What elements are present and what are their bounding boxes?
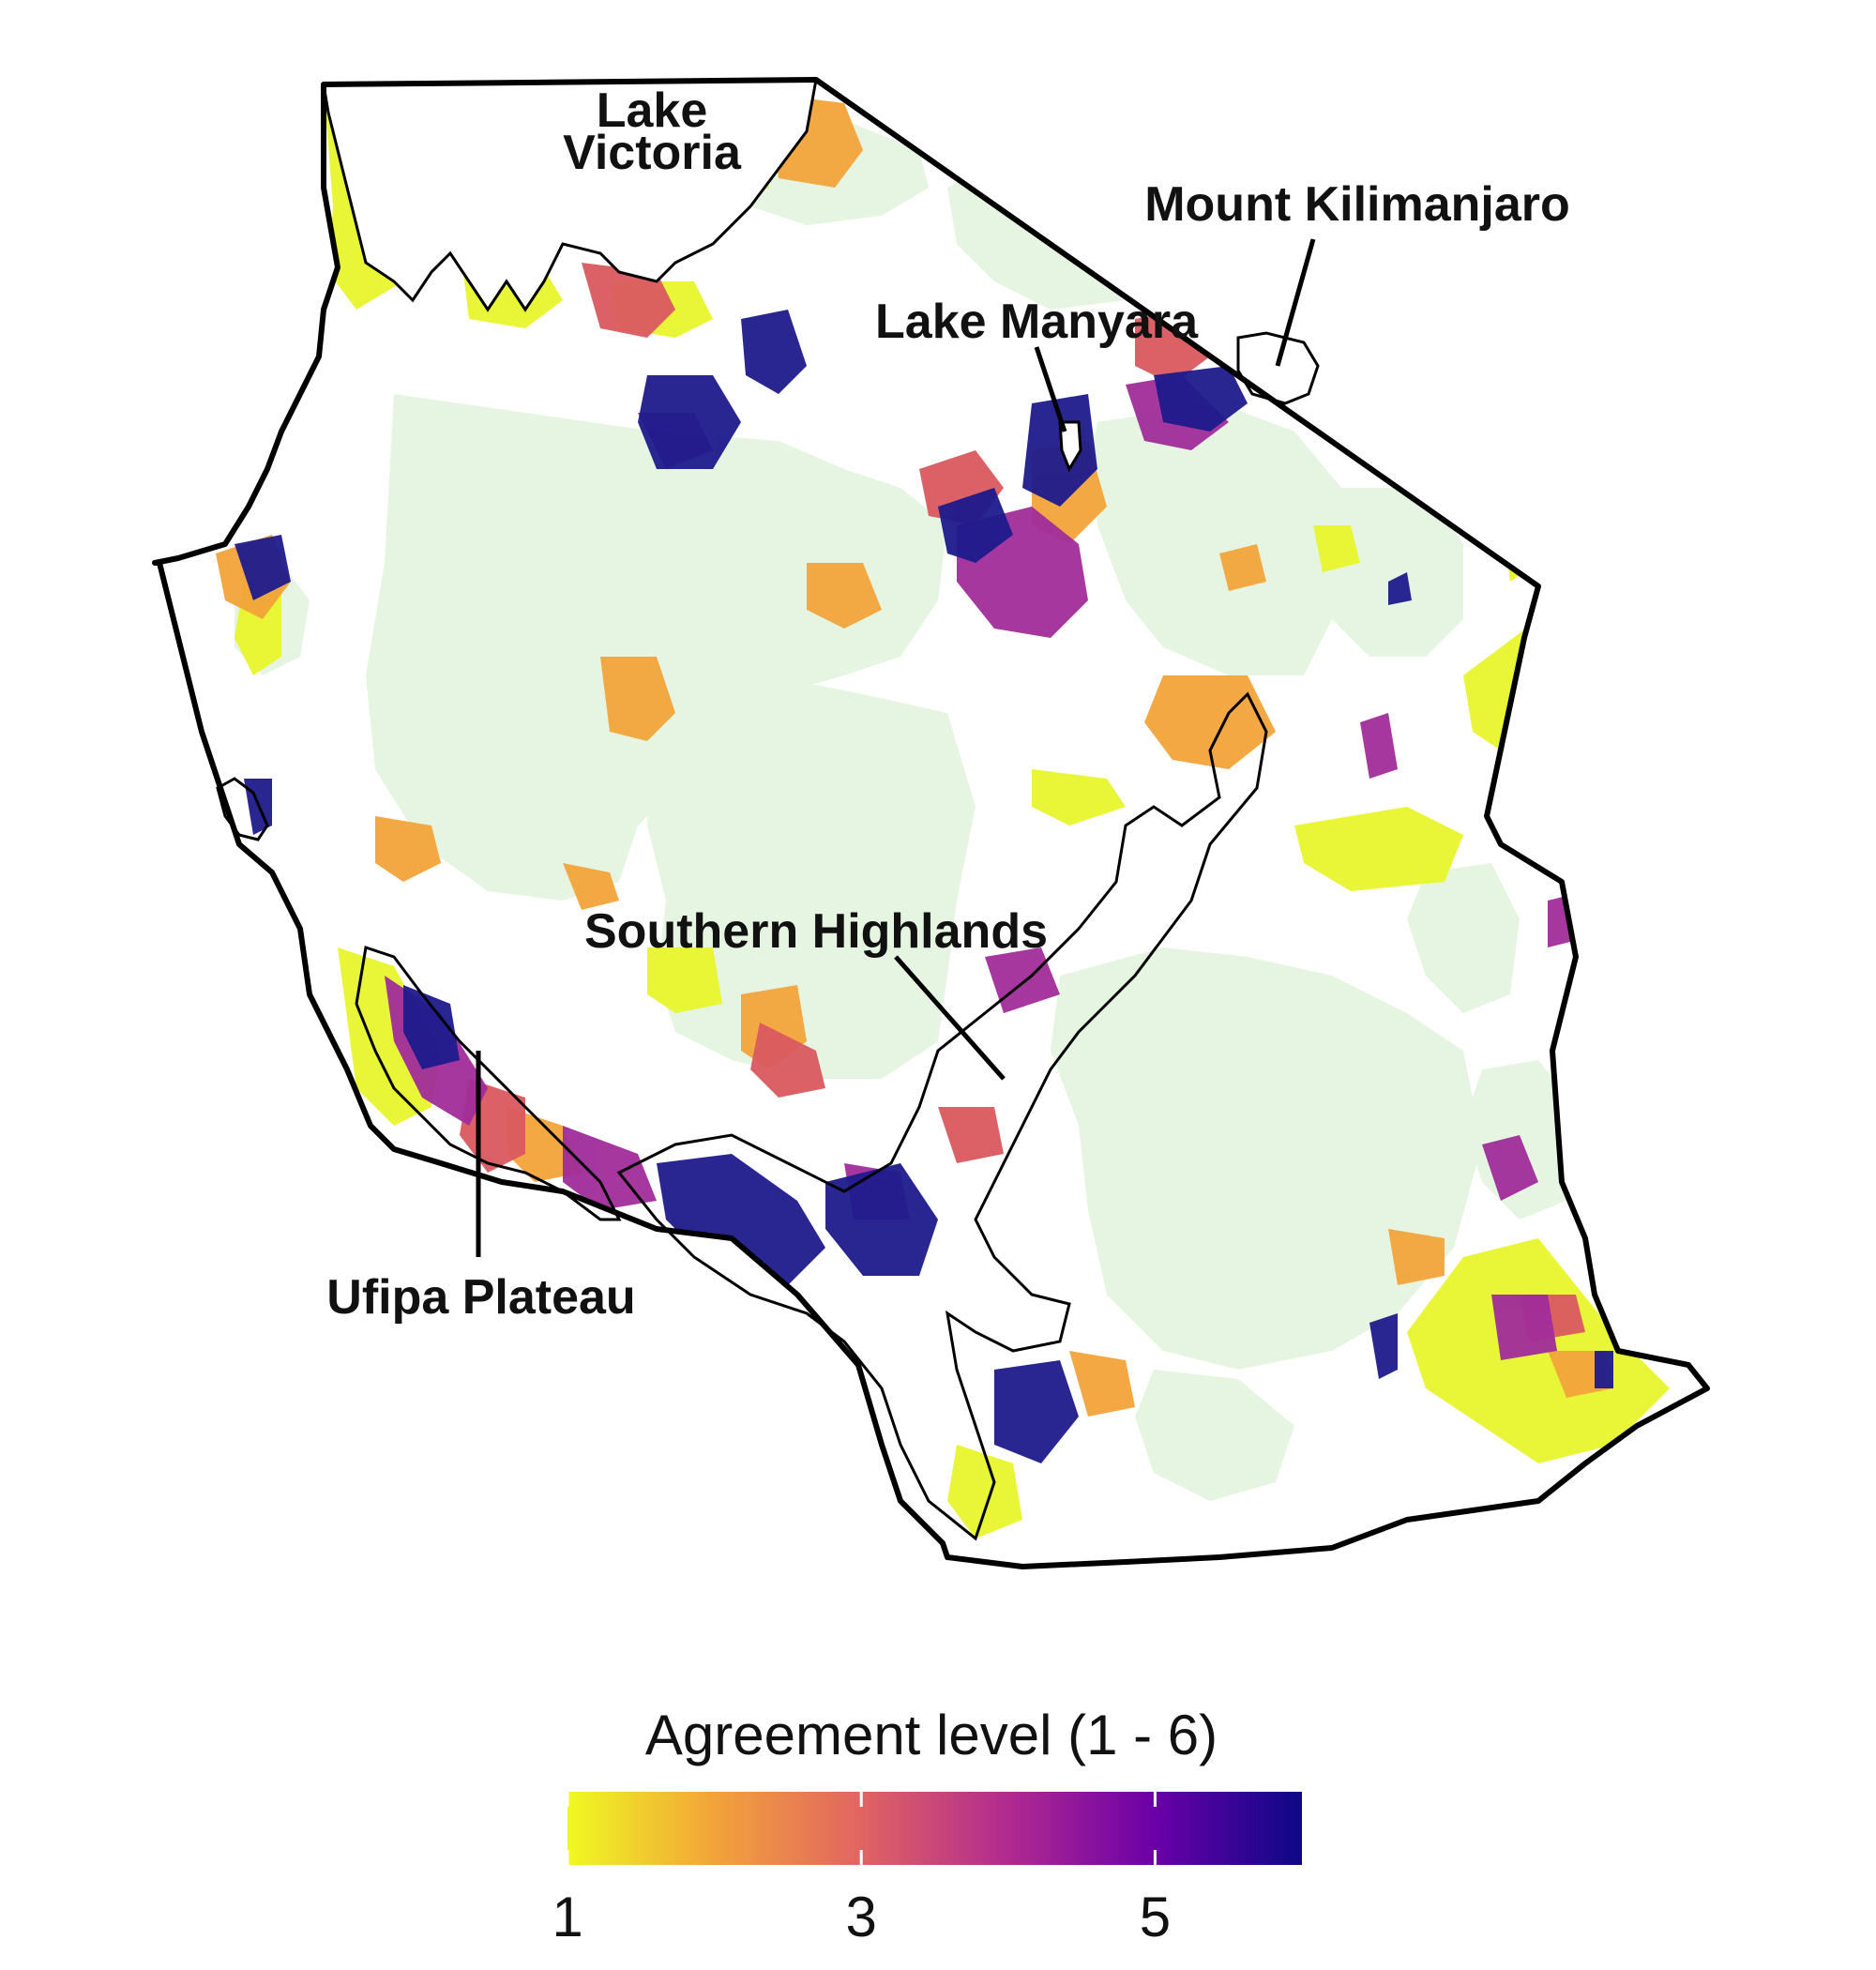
- mount-kilimanjaro-label: Mount Kilimanjaro: [1144, 177, 1570, 232]
- lake-victoria-shape: [322, 78, 818, 312]
- legend-colorbar: [567, 1792, 1302, 1865]
- manyara-leader-line: [1034, 346, 1067, 432]
- legend-tick-label: 5: [1140, 1886, 1171, 1948]
- ufipa-plateau-outline: [355, 946, 622, 1221]
- lake-manyara-shape: [1058, 420, 1082, 473]
- map-body: [152, 77, 1710, 1569]
- kilimanjaro-leader-line: [1275, 238, 1316, 367]
- lake-victoria-label-line2: Victoria: [563, 126, 742, 180]
- southern-highlands-leader-line: [894, 955, 1006, 1081]
- tanzania-border: [152, 77, 1710, 1569]
- legend-title: Agreement level (1 - 6): [645, 1704, 1218, 1766]
- southern-highlands-label: Southern Highlands: [584, 904, 1048, 959]
- western-lake-shape: [216, 777, 269, 841]
- lake-victoria-label-line1: Lake: [597, 83, 708, 138]
- legend-tick-label: 3: [846, 1886, 877, 1948]
- southern-highlands-outline: [616, 691, 1268, 1541]
- lake-manyara-label: Lake Manyara: [875, 295, 1199, 349]
- mount-kilimanjaro-outline: [1236, 331, 1320, 405]
- legend: Agreement level (1 - 6) 1 3 5: [552, 1704, 1302, 1948]
- ufipa-plateau-label: Ufipa Plateau: [326, 1270, 635, 1325]
- legend-ticks: 1 3 5: [552, 1792, 1171, 1948]
- legend-tick-label: 1: [552, 1886, 582, 1948]
